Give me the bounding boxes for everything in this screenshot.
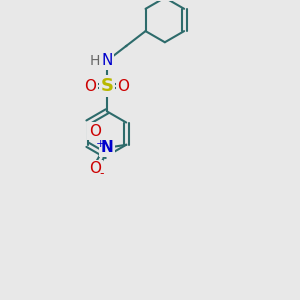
Text: O: O — [89, 124, 101, 139]
Text: N: N — [101, 53, 112, 68]
Text: N: N — [100, 140, 113, 155]
Text: +: + — [96, 139, 105, 149]
Text: O: O — [117, 79, 129, 94]
Text: S: S — [100, 77, 113, 95]
Text: -: - — [99, 167, 104, 180]
Text: H: H — [89, 54, 100, 68]
Text: O: O — [89, 161, 101, 176]
Text: O: O — [85, 79, 97, 94]
